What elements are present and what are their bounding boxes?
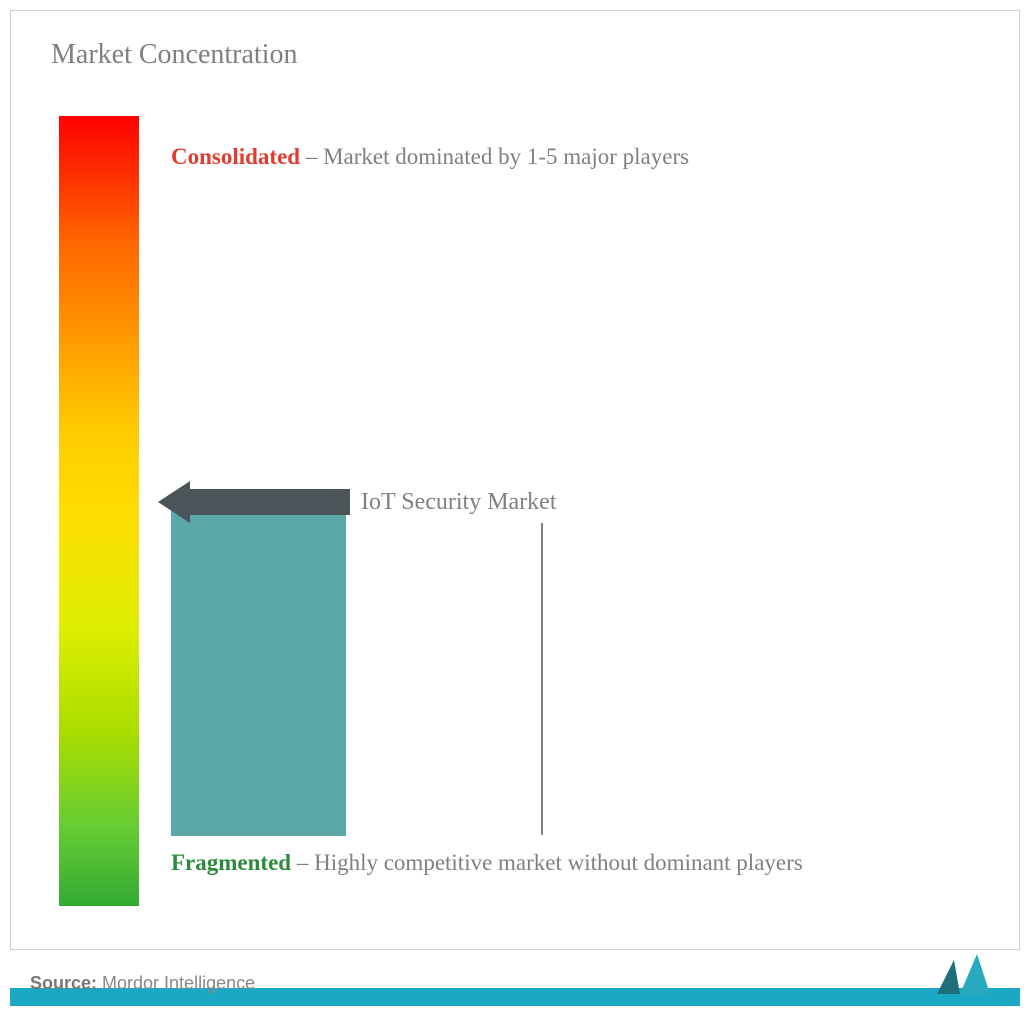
mordor-logo-icon [932,952,1002,1000]
fragmented-keyword: Fragmented [171,850,291,875]
chart-container: Market Concentration Consolidated – Mark… [10,10,1020,950]
consolidated-label: Consolidated – Market dominated by 1-5 m… [171,139,689,176]
market-position-box [171,501,346,836]
market-arrow [158,481,353,523]
consolidated-description: – Market dominated by 1-5 major players [300,144,689,169]
source-attribution: Source: Mordor Intelligence [30,973,255,994]
source-prefix: Source: [30,973,102,993]
chart-title: Market Concentration [51,39,297,71]
fragmented-description: – Highly competitive market without domi… [291,850,803,875]
consolidated-keyword: Consolidated [171,144,300,169]
arrow-head-icon [158,481,190,523]
fragmented-label: Fragmented – Highly competitive market w… [171,841,971,885]
connector-line [541,523,543,835]
source-name: Mordor Intelligence [102,973,255,993]
market-name-label: IoT Security Market [361,489,557,516]
concentration-gradient-bar [59,116,139,906]
arrow-body [190,489,350,515]
